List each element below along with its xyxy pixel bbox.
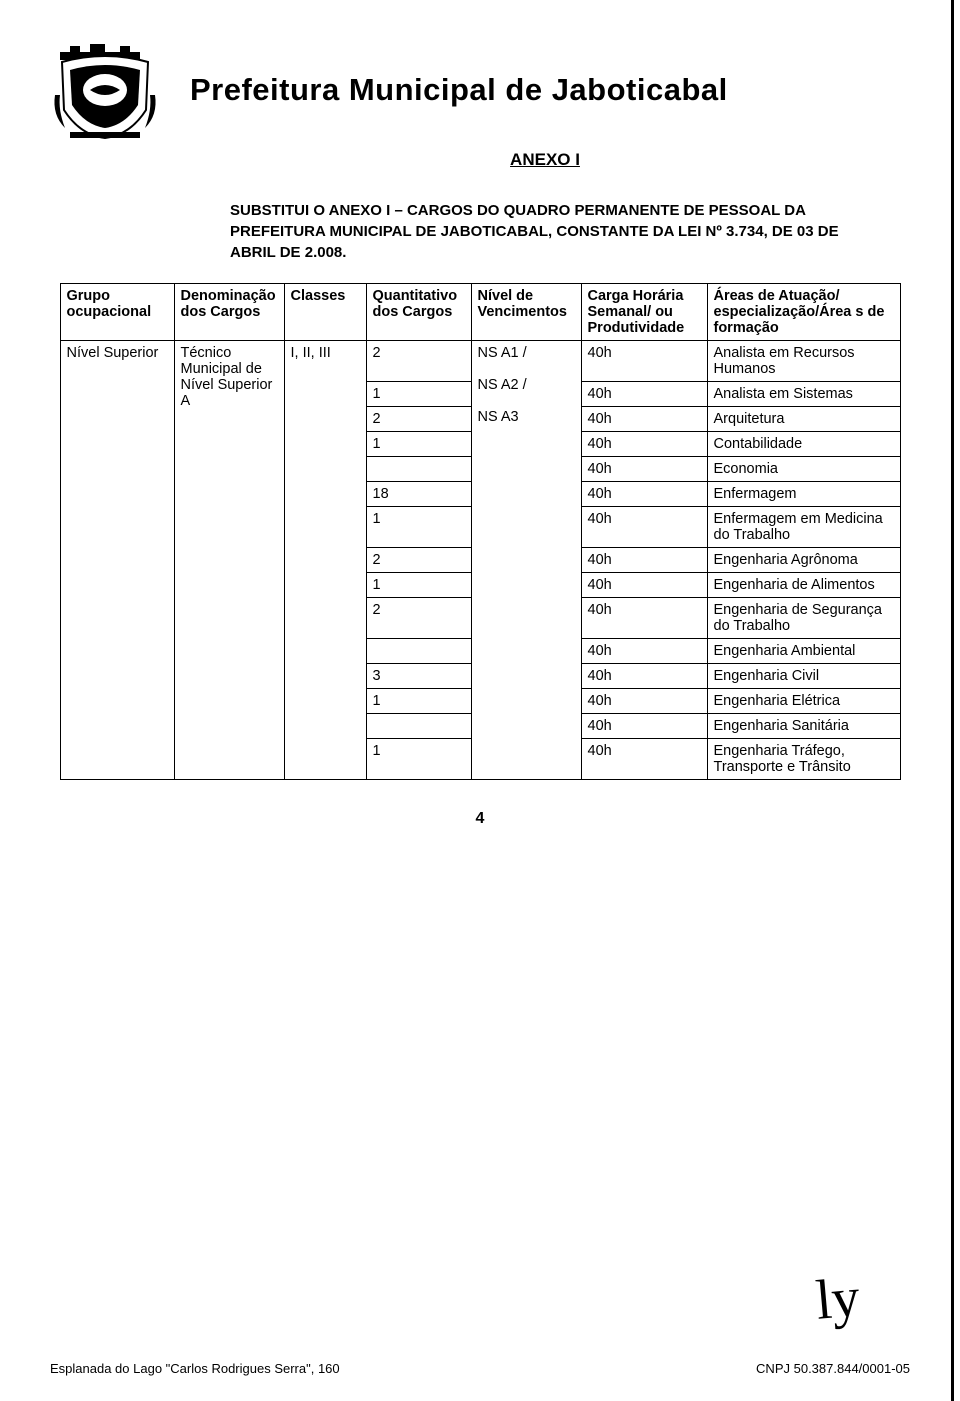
- cell-area: Engenharia de Alimentos: [707, 573, 900, 598]
- cell-quantitativo: 2: [366, 407, 471, 432]
- cell-quantitativo: [366, 714, 471, 739]
- cell-quantitativo: 2: [366, 548, 471, 573]
- cell-carga: 40h: [581, 457, 707, 482]
- table-header-row: Grupo ocupacional Denominação dos Cargos…: [60, 284, 900, 341]
- table-row: Nível SuperiorTécnico Municipal de Nível…: [60, 341, 900, 382]
- cell-quantitativo: 1: [366, 432, 471, 457]
- cell-area: Economia: [707, 457, 900, 482]
- cell-carga: 40h: [581, 341, 707, 382]
- cell-area: Engenharia Civil: [707, 664, 900, 689]
- cell-quantitativo: [366, 457, 471, 482]
- cell-carga: 40h: [581, 407, 707, 432]
- cell-area: Enfermagem: [707, 482, 900, 507]
- cell-carga: 40h: [581, 739, 707, 780]
- page-number: 4: [50, 810, 910, 828]
- page-edge-line: [951, 0, 954, 1401]
- cell-carga: 40h: [581, 482, 707, 507]
- cell-quantitativo: [366, 639, 471, 664]
- cell-carga: 40h: [581, 664, 707, 689]
- cell-carga: 40h: [581, 689, 707, 714]
- cell-classes: I, II, III: [284, 341, 366, 780]
- cell-carga: 40h: [581, 639, 707, 664]
- cell-quantitativo: 2: [366, 598, 471, 639]
- col-quantitativo: Quantitativo dos Cargos: [366, 284, 471, 341]
- cell-quantitativo: 18: [366, 482, 471, 507]
- document-header: Prefeitura Municipal de Jaboticabal: [50, 40, 910, 140]
- cell-quantitativo: 1: [366, 507, 471, 548]
- cell-area: Enfermagem em Medicina do Trabalho: [707, 507, 900, 548]
- annex-heading: ANEXO I: [180, 150, 910, 170]
- cell-carga: 40h: [581, 598, 707, 639]
- cell-area: Arquitetura: [707, 407, 900, 432]
- cell-carga: 40h: [581, 573, 707, 598]
- page-title: Prefeitura Municipal de Jaboticabal: [190, 72, 728, 108]
- cell-area: Contabilidade: [707, 432, 900, 457]
- col-grupo: Grupo ocupacional: [60, 284, 174, 341]
- cell-quantitativo: 1: [366, 382, 471, 407]
- cell-quantitativo: 3: [366, 664, 471, 689]
- cell-grupo: Nível Superior: [60, 341, 174, 780]
- col-carga: Carga Horária Semanal/ ou Produtividade: [581, 284, 707, 341]
- page-footer: Esplanada do Lago "Carlos Rodrigues Serr…: [50, 1361, 910, 1376]
- cell-area: Engenharia Sanitária: [707, 714, 900, 739]
- intro-paragraph: SUBSTITUI O ANEXO I – CARGOS DO QUADRO P…: [230, 200, 880, 263]
- cell-area: Engenharia Tráfego, Transporte e Trânsit…: [707, 739, 900, 780]
- municipal-crest-icon: [50, 40, 160, 140]
- cell-denominacao: Técnico Municipal de Nível Superior A: [174, 341, 284, 780]
- signature-mark: ly: [814, 1265, 863, 1333]
- cell-area: Engenharia Agrônoma: [707, 548, 900, 573]
- col-nivel: Nível de Vencimentos: [471, 284, 581, 341]
- cell-carga: 40h: [581, 507, 707, 548]
- col-classes: Classes: [284, 284, 366, 341]
- cell-nivel-vencimentos: NS A1 / NS A2 / NS A3: [471, 341, 581, 780]
- cell-area: Engenharia Ambiental: [707, 639, 900, 664]
- cargos-table: Grupo ocupacional Denominação dos Cargos…: [60, 283, 901, 780]
- cell-area: Analista em Recursos Humanos: [707, 341, 900, 382]
- footer-address: Esplanada do Lago "Carlos Rodrigues Serr…: [50, 1361, 340, 1376]
- cell-quantitativo: 1: [366, 739, 471, 780]
- cell-quantitativo: 2: [366, 341, 471, 382]
- cell-quantitativo: 1: [366, 689, 471, 714]
- cell-carga: 40h: [581, 382, 707, 407]
- col-denominacao: Denominação dos Cargos: [174, 284, 284, 341]
- col-areas: Áreas de Atuação/ especialização/Área s …: [707, 284, 900, 341]
- cell-carga: 40h: [581, 548, 707, 573]
- cell-area: Analista em Sistemas: [707, 382, 900, 407]
- cell-carga: 40h: [581, 714, 707, 739]
- cell-area: Engenharia Elétrica: [707, 689, 900, 714]
- cell-area: Engenharia de Segurança do Trabalho: [707, 598, 900, 639]
- footer-cnpj: CNPJ 50.387.844/0001-05: [756, 1361, 910, 1376]
- cell-quantitativo: 1: [366, 573, 471, 598]
- cell-carga: 40h: [581, 432, 707, 457]
